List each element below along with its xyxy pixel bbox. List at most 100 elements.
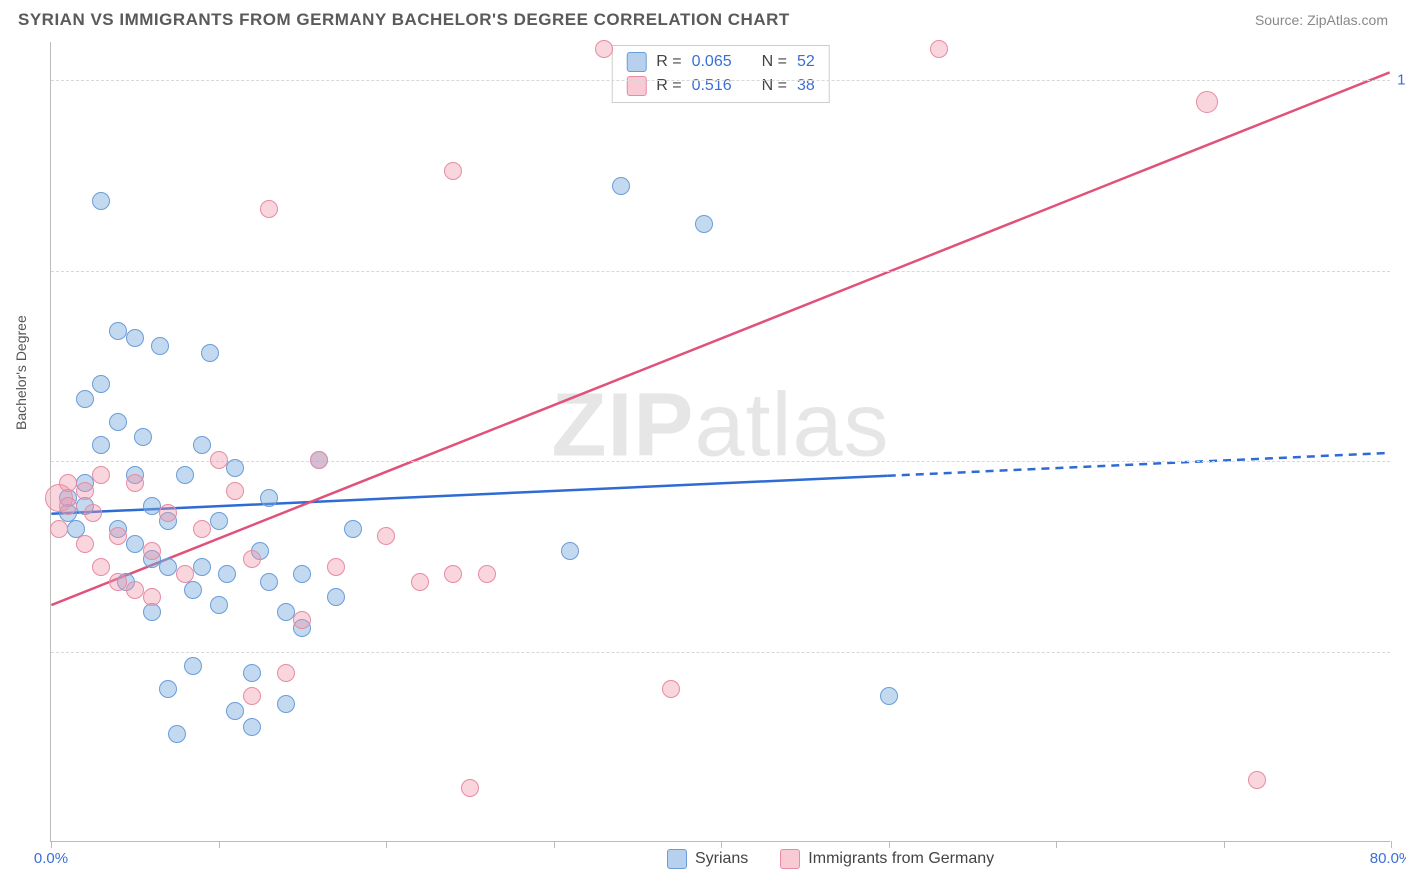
legend-label: Immigrants from Germany — [808, 850, 994, 868]
scatter-point — [327, 588, 345, 606]
grid-line — [51, 652, 1390, 653]
scatter-point — [159, 680, 177, 698]
scatter-point — [277, 664, 295, 682]
scatter-point — [226, 702, 244, 720]
scatter-point — [260, 489, 278, 507]
scatter-point — [143, 588, 161, 606]
scatter-point — [109, 322, 127, 340]
scatter-point — [243, 664, 261, 682]
scatter-point — [143, 497, 161, 515]
scatter-point — [92, 192, 110, 210]
scatter-point — [126, 329, 144, 347]
x-tick — [721, 841, 722, 848]
y-axis-label: Bachelor's Degree — [13, 315, 29, 430]
scatter-point — [930, 40, 948, 58]
x-tick — [1391, 841, 1392, 848]
scatter-point — [76, 390, 94, 408]
scatter-point — [695, 215, 713, 233]
scatter-point — [159, 558, 177, 576]
grid-line — [51, 80, 1390, 81]
scatter-point — [461, 779, 479, 797]
scatter-point — [50, 520, 68, 538]
scatter-point — [92, 436, 110, 454]
scatter-point — [218, 565, 236, 583]
series-legend: Syrians Immigrants from Germany — [667, 849, 994, 869]
scatter-point — [76, 482, 94, 500]
scatter-point — [201, 344, 219, 362]
scatter-point — [411, 573, 429, 591]
x-tick-label: 0.0% — [34, 850, 68, 867]
scatter-point — [109, 413, 127, 431]
x-tick — [1224, 841, 1225, 848]
scatter-point — [210, 512, 228, 530]
scatter-point — [277, 603, 295, 621]
x-tick — [219, 841, 220, 848]
grid-line — [51, 271, 1390, 272]
legend-label: Syrians — [695, 850, 748, 868]
scatter-point — [595, 40, 613, 58]
scatter-point — [260, 573, 278, 591]
scatter-point — [109, 527, 127, 545]
source-label: Source: ZipAtlas.com — [1255, 12, 1388, 28]
scatter-point — [880, 687, 898, 705]
scatter-point — [1196, 91, 1218, 113]
scatter-point — [176, 565, 194, 583]
scatter-point — [210, 451, 228, 469]
scatter-point — [243, 550, 261, 568]
scatter-point — [59, 474, 77, 492]
scatter-point — [176, 466, 194, 484]
scatter-point — [260, 200, 278, 218]
scatter-point — [226, 482, 244, 500]
x-tick — [1056, 841, 1057, 848]
chart-title: SYRIAN VS IMMIGRANTS FROM GERMANY BACHEL… — [18, 10, 790, 30]
scatter-point — [193, 436, 211, 454]
scatter-point — [59, 497, 77, 515]
scatter-point — [126, 581, 144, 599]
legend-swatch — [626, 76, 646, 96]
scatter-point — [478, 565, 496, 583]
scatter-point — [612, 177, 630, 195]
scatter-point — [277, 695, 295, 713]
legend-r-value: 0.065 — [692, 53, 732, 71]
legend-r-label: R = — [656, 53, 681, 71]
scatter-point — [126, 474, 144, 492]
scatter-point — [561, 542, 579, 560]
scatter-point — [293, 611, 311, 629]
x-tick-label: 80.0% — [1370, 850, 1406, 867]
legend-swatch — [780, 849, 800, 869]
scatter-point — [377, 527, 395, 545]
scatter-point — [243, 687, 261, 705]
x-tick — [554, 841, 555, 848]
legend-item: Syrians — [667, 849, 748, 869]
scatter-point — [662, 680, 680, 698]
y-tick-label: 100.0% — [1397, 72, 1406, 89]
scatter-point — [444, 162, 462, 180]
grid-line — [51, 461, 1390, 462]
scatter-point — [109, 573, 127, 591]
scatter-point — [344, 520, 362, 538]
scatter-point — [184, 581, 202, 599]
scatter-point — [126, 535, 144, 553]
x-tick — [889, 841, 890, 848]
scatter-point — [444, 565, 462, 583]
scatter-point — [134, 428, 152, 446]
legend-item: Immigrants from Germany — [780, 849, 994, 869]
legend-row: R = 0.065 N = 52 — [626, 50, 815, 74]
scatter-point — [1248, 771, 1266, 789]
x-tick — [51, 841, 52, 848]
scatter-point — [151, 337, 169, 355]
scatter-point — [168, 725, 186, 743]
correlation-legend: R = 0.065 N = 52 R = 0.516 N = 38 — [611, 45, 830, 103]
scatter-point — [92, 466, 110, 484]
legend-row: R = 0.516 N = 38 — [626, 74, 815, 98]
scatter-point — [193, 558, 211, 576]
scatter-point — [92, 375, 110, 393]
scatter-point — [310, 451, 328, 469]
scatter-point — [92, 558, 110, 576]
scatter-point — [84, 504, 102, 522]
scatter-point — [193, 520, 211, 538]
scatter-point — [243, 718, 261, 736]
scatter-point — [210, 596, 228, 614]
legend-swatch — [626, 52, 646, 72]
scatter-point — [76, 535, 94, 553]
